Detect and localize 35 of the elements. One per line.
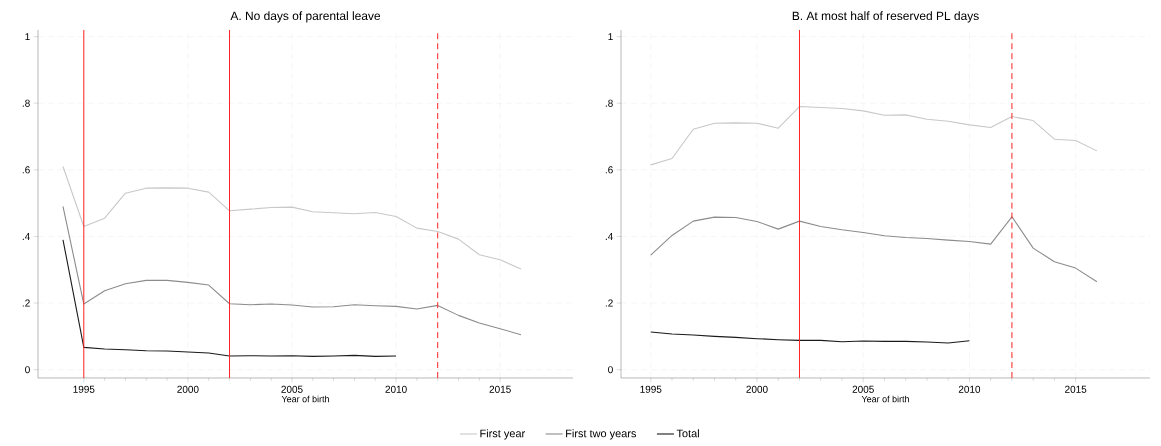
legend-label: Total	[676, 429, 699, 438]
x-tick-label: 2000	[746, 385, 768, 393]
y-tick-label: .6	[605, 166, 613, 174]
y-tick-label: .2	[605, 299, 613, 307]
x-axis-title: Year of birth	[861, 395, 909, 403]
x-axis-title: Year of birth	[281, 395, 329, 403]
x-tick-label: 1995	[73, 385, 95, 393]
legend-label: First year	[480, 429, 525, 440]
y-tick-label: 0	[25, 366, 30, 374]
x-tick-label: 2015	[1065, 385, 1087, 393]
line-series	[650, 216, 1098, 283]
line-series	[62, 239, 397, 357]
y-tick-label: .8	[605, 99, 613, 107]
line-series	[650, 331, 970, 344]
line-series	[62, 165, 522, 270]
y-tick-label: .4	[22, 233, 30, 240]
x-tick-label: 2015	[489, 385, 511, 393]
x-tick-label: 2005	[281, 385, 303, 393]
y-tick-label: 1	[25, 33, 30, 41]
x-tick-label: 2000	[177, 385, 199, 393]
y-tick-label: .4	[605, 233, 613, 240]
chart-title: A. No days of parental leave	[230, 11, 381, 23]
x-tick-label: 1995	[640, 385, 662, 393]
x-tick-label: 2010	[385, 385, 407, 393]
x-tick-label: 2010	[958, 385, 981, 393]
y-tick-label: 1	[608, 33, 613, 41]
legend-label: First two years	[566, 429, 637, 440]
line-series	[650, 106, 1098, 166]
x-tick-label: 2005	[852, 385, 874, 393]
y-tick-label: .2	[22, 299, 30, 307]
chart-title: B. At most half of reserved PL days	[792, 11, 979, 23]
y-tick-label: 0	[608, 366, 613, 374]
y-tick-label: .6	[22, 166, 30, 174]
y-tick-label: .8	[22, 99, 30, 107]
line-series	[62, 205, 522, 336]
